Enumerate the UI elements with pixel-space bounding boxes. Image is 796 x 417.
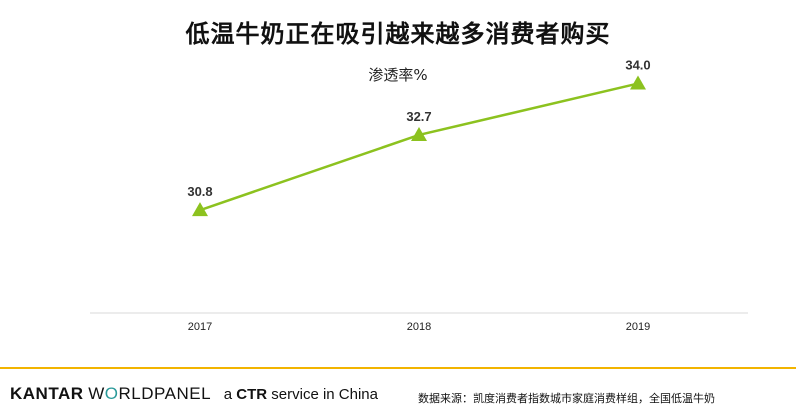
x-tick-label: 2018 [407,321,431,333]
kantar-worldpanel-logo: KANTAR WORLDPANEL a CTR service in China [10,384,378,403]
data-label: 32.7 [406,109,431,124]
data-source-note: 数据来源：凯度消费者指数城市家庭消费样组，全国低温牛奶 [418,392,715,405]
chart-subtitle: 渗透率% [368,66,428,84]
data-label: 34.0 [625,58,650,73]
line-chart: 30.8 2017 32.7 2018 34.0 2019 [90,58,748,333]
series-line [199,82,639,212]
data-label: 30.8 [187,184,212,199]
chart-title: 低温牛奶正在吸引越来越多消费者购买 [185,20,611,48]
data-point-marker [630,75,646,90]
data-point-marker [192,202,208,217]
data-point-marker [411,126,427,141]
x-tick-label: 2019 [626,321,650,333]
x-tick-label: 2017 [188,321,212,333]
footer-divider [0,367,796,369]
